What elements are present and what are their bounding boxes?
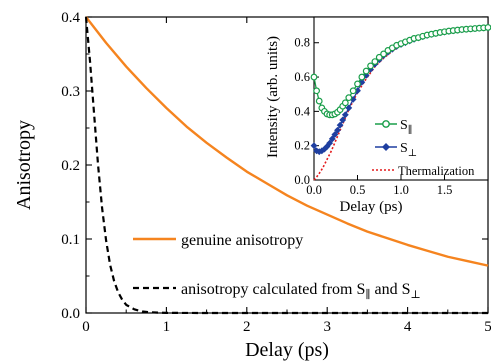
s-parallel-point xyxy=(341,99,349,107)
inset-legend-marker-parallel xyxy=(382,120,390,128)
main-y-tick-label: 0.1 xyxy=(61,232,80,248)
s-parallel-point xyxy=(315,97,323,105)
inset-legend-label-parallel: S∥ xyxy=(400,118,412,136)
main-x-tick-label: 1 xyxy=(163,319,171,335)
inset-y-tick-label: 0.2 xyxy=(294,139,310,153)
legend-label-calculated: anisotropy calculated from S∥ and S⊥ xyxy=(181,281,421,301)
s-parallel-point xyxy=(380,50,388,58)
main-y-tick-label: 0.0 xyxy=(61,306,80,322)
inset-legend-label-thermalization: Thermalization xyxy=(398,164,475,178)
main-x-tick-label: 0 xyxy=(82,319,90,335)
inset-x-tick-label: 1.0 xyxy=(393,183,409,197)
legend-label-genuine: genuine anisotropy xyxy=(181,232,303,249)
inset-x-tick-label: 0.5 xyxy=(350,183,366,197)
inset-series-group xyxy=(310,24,491,181)
s-perpendicular-point xyxy=(313,147,321,155)
main-x-tick-label: 5 xyxy=(484,319,491,335)
s-parallel-point xyxy=(345,94,353,102)
s-parallel-point xyxy=(375,53,383,61)
s-perpendicular-point xyxy=(328,135,336,143)
main-y-tick-label: 0.3 xyxy=(61,84,80,100)
s-perpendicular-point xyxy=(331,131,339,138)
s-parallel-point xyxy=(358,73,366,81)
inset-y-tick-label: 0.4 xyxy=(294,104,310,118)
inset-y-axis-label: Intensity (arb. units) xyxy=(265,36,281,158)
main-x-tick-label: 3 xyxy=(323,319,331,335)
s-perpendicular-point xyxy=(341,111,349,119)
inset-y-tick-label: 0.6 xyxy=(294,70,310,84)
inset-x-ticks: 0.0 0.5 1.0 1.5 xyxy=(306,175,452,197)
main-y-tick-label: 0.2 xyxy=(61,158,80,174)
s-perpendicular-point xyxy=(326,139,334,147)
inset-legend-marker-perpendicular xyxy=(382,143,390,151)
main-x-axis-label: Delay (ps) xyxy=(245,339,329,361)
main-x-tick-label: 4 xyxy=(404,319,412,335)
main-series-group xyxy=(84,16,489,315)
s-perpendicular-point xyxy=(310,142,318,150)
s-parallel-point xyxy=(310,73,318,81)
inset-x-tick-label: 1.5 xyxy=(437,183,453,197)
inset-legend-label-perpendicular: S⊥ xyxy=(400,141,417,159)
calculated-anisotropy-line xyxy=(84,16,488,315)
inset-y-ticks: 0.0 0.2 0.4 0.6 0.8 xyxy=(294,36,319,187)
s-perpendicular-point xyxy=(354,87,361,95)
genuine-anisotropy-line xyxy=(85,16,489,267)
s-perpendicular-point xyxy=(336,121,344,129)
s-parallel-point xyxy=(349,87,357,95)
s-parallel-point xyxy=(354,80,361,88)
s-perpendicular-point xyxy=(334,126,341,134)
inset-legend: S∥ S⊥ Thermalization xyxy=(372,118,475,178)
s-perpendicular-point xyxy=(321,145,328,153)
inset-plot: 0.0 0.5 1.0 1.5 0.00.20.40.60.8 Delay (ps) … xyxy=(265,16,491,215)
inset-y-tick-label: 0.0 xyxy=(294,173,310,187)
s-perpendicular-point xyxy=(339,116,347,124)
s-parallel-point xyxy=(313,87,321,95)
main-y-tick-label: 0.4 xyxy=(61,10,80,26)
main-y-ticks: 0.0 0.1 0.2 0.3 0.4 xyxy=(61,10,488,322)
main-legend: genuine anisotropy anisotropy calculated… xyxy=(133,232,421,301)
s-parallel-point xyxy=(367,62,374,70)
s-parallel-point xyxy=(362,67,370,75)
main-y-axis-label: Anisotropy xyxy=(13,120,35,210)
inset-y-tick-label: 0.8 xyxy=(294,36,310,50)
s-perpendicular-point xyxy=(345,104,353,112)
s-parallel-point xyxy=(371,58,379,66)
main-x-tick-label: 2 xyxy=(243,319,251,335)
main-plot: 0 1 2 3 4 5 0.0 0.1 0.2 0.3 0.4 Delay (ps) Anisot… xyxy=(13,10,491,361)
inset-x-axis-label: Delay (ps) xyxy=(340,199,403,215)
inset-x-tick-label: 0.0 xyxy=(306,183,322,197)
s-parallel-point xyxy=(484,24,491,31)
